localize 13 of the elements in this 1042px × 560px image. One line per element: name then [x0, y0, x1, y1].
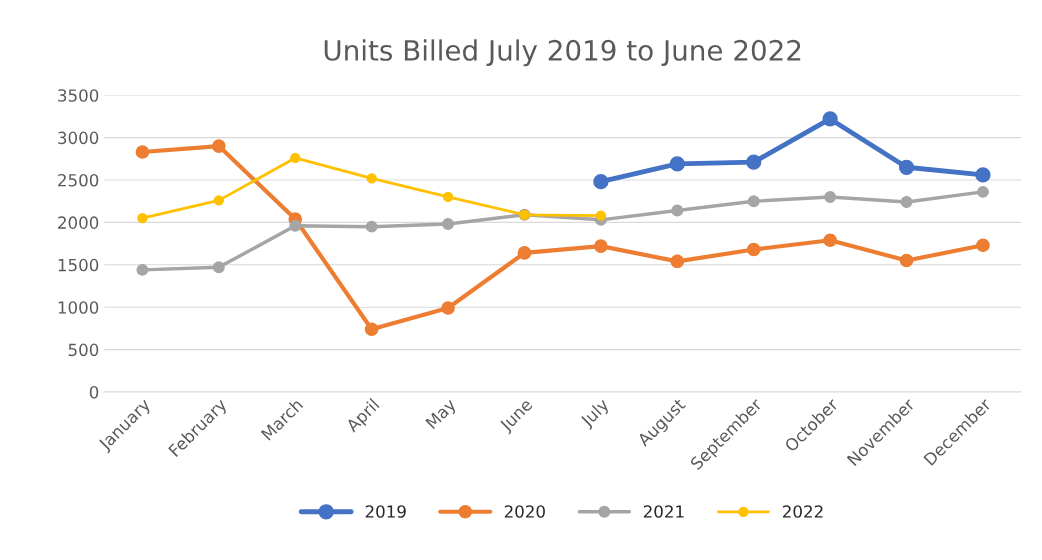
legend-label: 2021: [643, 505, 684, 518]
legend-label: 2020: [504, 505, 545, 518]
y-tick-label: 3500: [58, 89, 99, 102]
y-tick-label: 0: [89, 385, 99, 399]
y-tick-label: 2500: [58, 173, 99, 187]
y-tick-label: 1500: [58, 258, 99, 272]
y-tick-label: 1000: [58, 301, 99, 314]
legend-label: 2022: [782, 505, 823, 518]
y-tick-label: 3000: [58, 131, 99, 145]
chart-title: Units Billed July 2019 to June 2022: [324, 39, 801, 67]
y-tick-label: 500: [68, 343, 99, 357]
y-tick-label: 2000: [58, 216, 99, 229]
legend-label: 2019: [365, 505, 406, 518]
